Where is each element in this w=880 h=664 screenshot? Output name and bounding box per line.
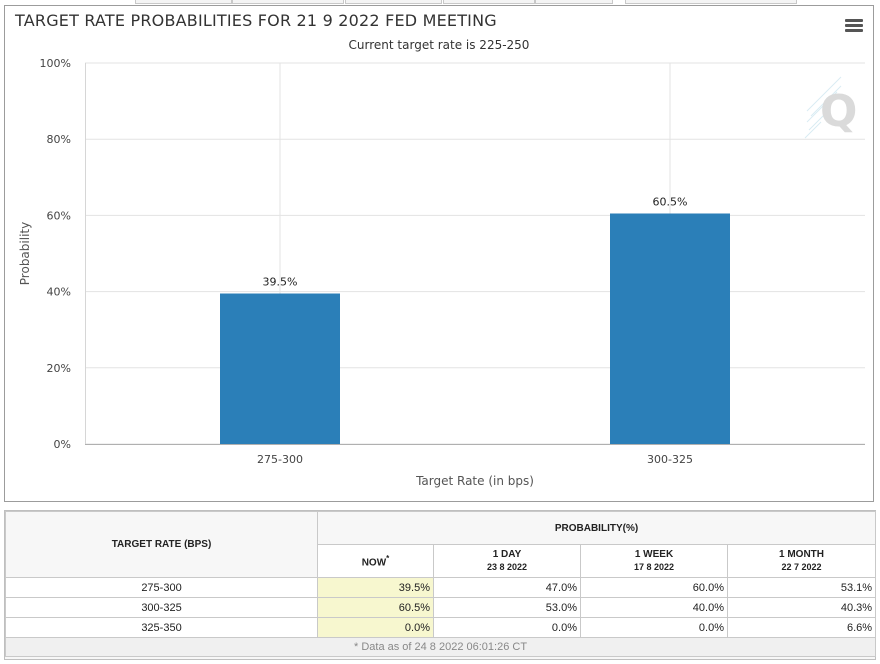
- bar-data-label: 60.5%: [653, 195, 688, 208]
- q-logo-icon: Q: [804, 76, 857, 139]
- cell-now: 39.5%: [317, 577, 434, 598]
- hamburger-menu-icon[interactable]: [845, 19, 863, 35]
- y-tick-label: 100%: [40, 57, 71, 70]
- y-tick-label: 60%: [47, 209, 71, 222]
- cell-1-week: 40.0%: [580, 597, 728, 618]
- y-axis-ticks: 0% 20% 40% 60% 80% 100%: [40, 57, 71, 451]
- cell-1-month: 53.1%: [726, 577, 877, 598]
- x-tick-label: 300-325: [647, 453, 693, 466]
- bars: 39.5% 60.5%: [220, 195, 730, 444]
- table-row: 325-350 0.0% 0.0% 0.0% 6.6%: [5, 617, 877, 638]
- col-1-week: 1 WEEK 17 8 2022: [580, 544, 728, 578]
- cell-1-day: 0.0%: [433, 617, 581, 638]
- cell-1-day: 53.0%: [433, 597, 581, 618]
- col-1-month: 1 MONTH 22 7 2022: [726, 544, 877, 578]
- y-tick-label: 40%: [47, 286, 71, 299]
- x-tick-label: 275-300: [257, 453, 303, 466]
- x-axis-ticks: 275-300 300-325: [257, 453, 693, 466]
- col-1-day: 1 DAY 23 8 2022: [433, 544, 581, 578]
- y-tick-label: 20%: [47, 362, 71, 375]
- x-axis-label: Target Rate (in bps): [415, 474, 534, 488]
- cell-1-week: 0.0%: [580, 617, 728, 638]
- grid-lines: [85, 62, 865, 445]
- col-now: NOW*: [317, 544, 434, 578]
- table-row: 275-300 39.5% 47.0% 60.0% 53.1%: [5, 577, 877, 598]
- row-rate: 300-325: [5, 597, 318, 618]
- svg-text:Q: Q: [820, 86, 857, 137]
- y-tick-label: 0%: [54, 438, 71, 451]
- chart-panel: TARGET RATE PROBABILITIES FOR 21 9 2022 …: [4, 5, 874, 502]
- bar: [220, 293, 340, 444]
- cell-1-month: 40.3%: [726, 597, 877, 618]
- row-rate: 275-300: [5, 577, 318, 598]
- row-rate: 325-350: [5, 617, 318, 638]
- cell-1-week: 60.0%: [580, 577, 728, 598]
- bar-data-label: 39.5%: [263, 276, 298, 289]
- cell-1-day: 47.0%: [433, 577, 581, 598]
- bar-chart: 0% 20% 40% 60% 80% 100% 39.5% 60.5% 275-300 300…: [18, 57, 865, 488]
- table-footnote: * Data as of 24 8 2022 06:01:26 CT: [4, 637, 877, 657]
- probability-table: TARGET RATE (BPS) PROBABILITY(%) NOW* 1 …: [4, 511, 877, 657]
- header-target-rate: TARGET RATE (BPS): [5, 511, 318, 578]
- y-tick-label: 80%: [47, 133, 71, 146]
- cell-1-month: 6.6%: [726, 617, 877, 638]
- header-probability: PROBABILITY(%): [316, 511, 877, 545]
- cell-now: 0.0%: [317, 617, 434, 638]
- cell-now: 60.5%: [317, 597, 434, 618]
- y-axis-label: Probability: [18, 222, 32, 285]
- probability-table-panel: TARGET RATE (BPS) PROBABILITY(%) NOW* 1 …: [4, 510, 877, 660]
- chart-title: TARGET RATE PROBABILITIES FOR 21 9 2022 …: [15, 11, 497, 30]
- chart-subtitle: Current target rate is 225-250: [348, 38, 530, 52]
- top-tab-strip: [0, 0, 880, 4]
- bar: [610, 213, 730, 444]
- table-row: 300-325 60.5% 53.0% 40.0% 40.3%: [5, 597, 877, 618]
